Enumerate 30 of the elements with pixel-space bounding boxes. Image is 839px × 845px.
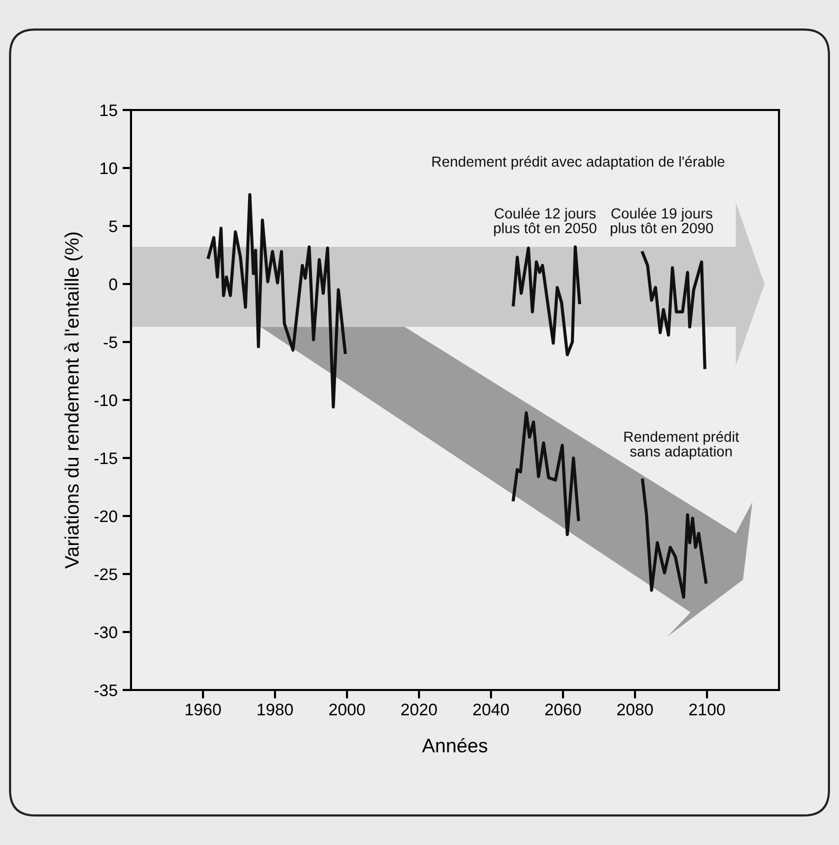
x-tick-label: 1960 [186, 704, 221, 716]
annotation: Coulée 19 jours plus tôt en 2090 [610, 208, 714, 236]
y-tick-label: -30 [94, 626, 118, 638]
y-tick-label: 0 [109, 278, 118, 290]
y-axis-title: Variations du rendement à l'entaille (%) [64, 232, 83, 569]
y-tick-label: -20 [94, 510, 118, 522]
y-tick-label: -35 [94, 684, 118, 696]
y-tick-label: -15 [94, 452, 118, 464]
y-tick-label: 10 [100, 162, 118, 174]
line-series [641, 478, 708, 599]
x-tick-label: 2040 [473, 704, 509, 716]
line-series [512, 411, 580, 536]
annotation: Rendement prédit avec adaptation de l'érable [432, 156, 724, 170]
y-tick-label: 15 [100, 104, 118, 116]
x-tick-label: 2080 [617, 704, 653, 716]
y-tick-label: -10 [94, 394, 118, 406]
y-tick-label: -5 [104, 336, 118, 348]
x-tick-label: 1980 [258, 704, 293, 716]
x-tick-label: 2020 [401, 704, 437, 716]
x-tick-label: 2100 [689, 704, 725, 716]
y-tick-label: 5 [109, 220, 118, 232]
x-tick-label: 2060 [545, 704, 581, 716]
x-tick-label: 2000 [329, 704, 365, 716]
line-series [206, 193, 347, 408]
line-series [641, 251, 706, 370]
y-tick-label: -25 [94, 568, 118, 580]
line-series [512, 245, 582, 356]
annotation: Rendement prédit sans adaptation [624, 431, 740, 460]
x-axis-title: Années [422, 738, 488, 752]
annotation: Coulée 12 jours plus tôt en 2050 [494, 208, 596, 236]
